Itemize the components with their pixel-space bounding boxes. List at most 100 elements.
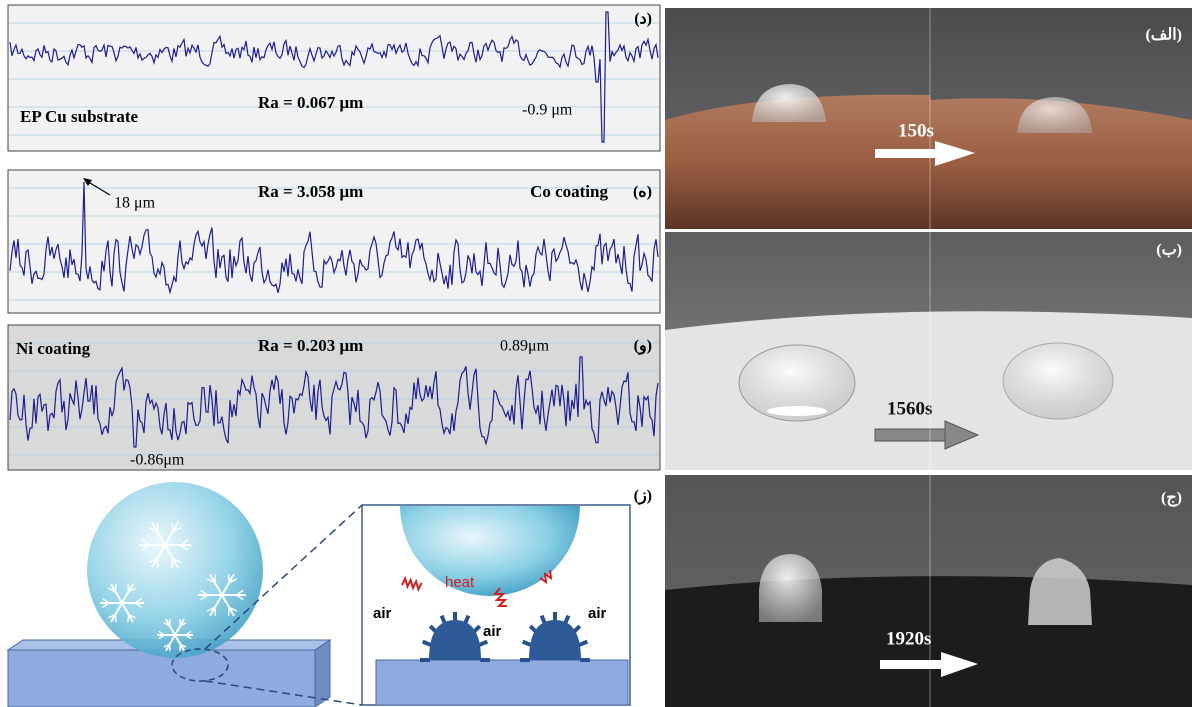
reflection — [767, 406, 827, 416]
flake-branch — [108, 613, 116, 619]
photo: 1560s (ب) — [665, 232, 1192, 470]
copper — [930, 98, 1192, 229]
flake-branch — [134, 602, 142, 608]
substrate-side — [314, 639, 331, 707]
heat-label: heat — [445, 574, 475, 591]
arrow — [874, 428, 948, 442]
arrow — [875, 149, 937, 158]
substrate — [7, 649, 316, 707]
heat-arrow — [401, 575, 423, 593]
flake-branch — [172, 526, 182, 533]
zoom-line — [204, 504, 363, 650]
profile-frame — [7, 169, 661, 314]
flake-branch — [185, 634, 192, 640]
flake-branch — [163, 643, 170, 648]
inset-droplet — [400, 506, 580, 596]
flake-branch — [141, 544, 150, 551]
panel-label: (د) — [634, 11, 652, 28]
flake-branch — [127, 583, 130, 592]
flake-arm — [164, 521, 179, 546]
flake-arm — [151, 521, 166, 546]
arrow — [941, 652, 978, 677]
flake-branch — [158, 634, 165, 640]
flake-branch — [172, 557, 182, 564]
flake-branch — [128, 587, 136, 593]
flake-branch — [206, 578, 216, 584]
profiles — [7, 4, 661, 471]
time-label: 1920s — [886, 628, 931, 649]
panel-label: (ب) — [1156, 242, 1182, 259]
profile-trace — [9, 181, 659, 295]
flake-branch — [127, 614, 130, 623]
caption: Ni coating — [16, 339, 91, 358]
arrow — [880, 660, 943, 669]
flake-arm — [174, 634, 185, 652]
flake-branch — [235, 594, 244, 601]
flake-branch — [228, 606, 238, 612]
flake-branch — [180, 539, 189, 546]
caption: EP Cu substrate — [20, 107, 139, 126]
flake-branch — [102, 598, 110, 604]
flake-branch — [227, 574, 230, 583]
flake-branch — [134, 598, 142, 604]
flake-branch — [206, 606, 216, 612]
inset-substrate — [375, 659, 629, 706]
air-label: air — [483, 623, 502, 640]
flake-branch — [214, 607, 217, 616]
profile-frame — [7, 4, 661, 152]
flake-branch — [227, 607, 230, 616]
flake-branch — [200, 589, 209, 596]
flake-branch — [148, 557, 158, 564]
droplet — [87, 482, 263, 658]
droplet — [1017, 97, 1092, 133]
flake-branch — [228, 578, 238, 584]
flake-branch — [235, 589, 244, 596]
flake-branch — [102, 602, 110, 608]
annotation: 18 μm — [114, 195, 156, 212]
asperity — [429, 620, 481, 660]
panel-label: (و) — [634, 338, 652, 356]
photo: 150s (الف) — [665, 8, 1192, 229]
droplet — [1028, 558, 1092, 625]
flake-arm — [209, 594, 223, 617]
annotation: 0.89μm — [500, 338, 550, 355]
flake-arm — [221, 573, 235, 596]
arrow — [935, 141, 975, 166]
photo: 1920s (ج) — [665, 475, 1192, 707]
flake-branch — [156, 558, 159, 568]
asperity — [529, 620, 581, 660]
flake-branch — [163, 622, 170, 627]
annotation: -0.86μm — [130, 452, 185, 469]
flake-branch — [114, 614, 117, 623]
asperities — [420, 612, 590, 662]
flake-branch — [171, 522, 174, 532]
panel-label: (ز) — [634, 488, 652, 506]
flake-branch — [141, 539, 150, 546]
ra: Ra = 0.203 μm — [258, 336, 363, 355]
flake-arm — [165, 634, 176, 652]
annotation: -0.9 μm — [522, 102, 573, 119]
time-label: 1560s — [887, 398, 932, 419]
ra: Ra = 3.058 μm — [258, 182, 363, 201]
zoom-line — [204, 680, 363, 706]
flake-branch — [108, 587, 116, 593]
flake-branch — [148, 526, 158, 533]
flake-branch — [180, 643, 187, 648]
droplet — [759, 554, 822, 622]
air-label: air — [588, 605, 607, 622]
flake-arm — [165, 618, 176, 636]
flake-branch — [180, 544, 189, 551]
heat-arrow — [539, 569, 553, 585]
panel-label: (ه) — [633, 184, 652, 201]
flake-branch — [185, 630, 192, 636]
time-label: 150s — [898, 120, 934, 141]
flake-arm — [121, 602, 134, 623]
flake-branch — [156, 522, 159, 532]
flake-arm — [121, 583, 134, 604]
flake-arm — [209, 573, 223, 596]
flake-arm — [221, 594, 235, 617]
heat-arrow — [492, 587, 508, 607]
copper — [665, 94, 930, 229]
zoom-region — [171, 648, 229, 682]
